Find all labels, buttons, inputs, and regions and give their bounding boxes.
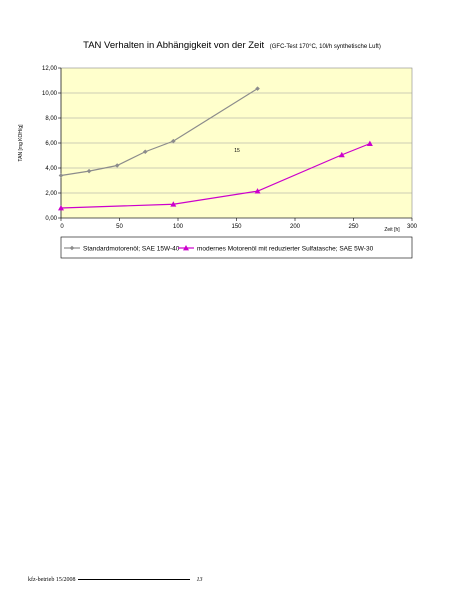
- series-2: [58, 140, 373, 211]
- data-point: [86, 168, 92, 174]
- legend-item-2: modernes Motorenöl mit reduzierter Sulfa…: [178, 245, 374, 253]
- legend-item-1: Standardmotorenöl; SAE 15W-40: [64, 246, 180, 253]
- page-footer: kfz-betrieb 15/2008 13: [28, 577, 202, 583]
- data-point: [58, 205, 64, 211]
- data-point: [338, 151, 345, 158]
- data-point: [366, 140, 373, 147]
- legend-marker: [69, 245, 75, 251]
- x-tick-label: 0: [60, 224, 64, 230]
- y-tick-label: 12,00: [42, 66, 58, 72]
- data-point: [142, 149, 148, 155]
- x-axis-label: Zeit [h]: [384, 227, 400, 233]
- y-axis-label: TAN [mg KOH/g]: [18, 124, 24, 162]
- x-tick-labels: 0 50 100 150 200 250 300: [60, 218, 418, 230]
- data-point: [58, 173, 64, 178]
- gridlines: [61, 92, 412, 194]
- legend-marker: [183, 245, 189, 251]
- y-tick-label: 0,00: [45, 216, 57, 222]
- y-tick-label: 4,00: [45, 166, 57, 172]
- series-line: [60, 88, 258, 177]
- data-point: [255, 86, 260, 91]
- y-tick-label: 6,00: [45, 141, 57, 147]
- chart-title: TAN Verhalten in Abhängigkeit von der Ze…: [83, 40, 381, 51]
- legend-label: modernes Motorenöl mit reduzierter Sulfa…: [197, 246, 374, 253]
- chart-title-main: TAN Verhalten in Abhängigkeit von der Ze…: [83, 40, 264, 51]
- y-tick-label: 10,00: [42, 91, 58, 97]
- x-tick-label: 50: [116, 224, 123, 230]
- y-tick-labels: 0,00 2,00 4,00 6,00 8,00 10,00 12,00: [42, 66, 61, 222]
- x-tick-label: 200: [290, 224, 301, 230]
- x-tick-label: 250: [348, 224, 359, 230]
- data-point: [171, 138, 176, 144]
- data-point: [170, 201, 177, 207]
- footer-source: kfz-betrieb 15/2008: [28, 577, 76, 583]
- data-point: [114, 163, 120, 168]
- footer-rule: [78, 579, 191, 580]
- page-number: 13: [196, 577, 203, 583]
- y-tick-label: 8,00: [45, 116, 57, 122]
- legend-items: Standardmotorenöl; SAE 15W-40 modernes Mo…: [64, 245, 374, 253]
- x-tick-label: 300: [407, 224, 418, 230]
- x-tick-label: 100: [173, 224, 184, 230]
- y-tick-label: 2,00: [45, 191, 57, 197]
- legend: [60, 236, 413, 259]
- series-1: [58, 86, 260, 178]
- chart-subtitle: (GFC-Test 170°C, 10l/h synthetische Luft…: [270, 44, 381, 50]
- annotation-marker: 15: [234, 148, 240, 154]
- x-tick-label: 150: [231, 224, 242, 230]
- data-point: [254, 188, 261, 194]
- legend-label: Standardmotorenöl; SAE 15W-40: [83, 246, 180, 253]
- series-layer: [58, 86, 373, 211]
